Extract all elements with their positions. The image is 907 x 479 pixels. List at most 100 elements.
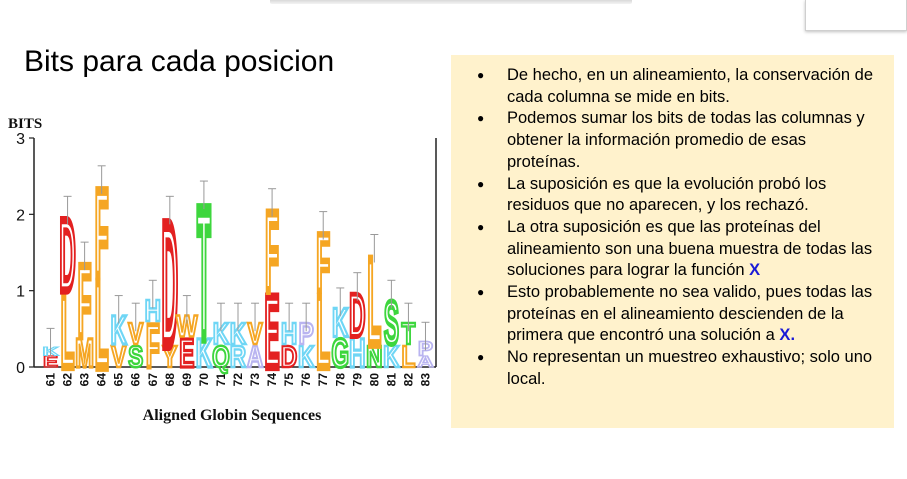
svg-text:F: F	[78, 244, 92, 359]
logo-letter: F	[263, 189, 281, 318]
bullet-item-1: De hecho, en un alineamiento, la conserv…	[477, 65, 880, 108]
x-tick-label: 64	[95, 373, 109, 387]
x-tick-label: 63	[78, 373, 92, 387]
window-top-edge	[270, 0, 632, 4]
y-tick-label: 1	[16, 284, 25, 301]
top-right-box	[805, 0, 907, 31]
svg-text:L: L	[367, 233, 381, 371]
logo-letter: K	[109, 306, 128, 354]
logo-letter: S	[127, 339, 144, 375]
svg-text:R: R	[230, 340, 246, 374]
x-tick-label: 82	[401, 373, 415, 387]
svg-text:E: E	[179, 330, 194, 376]
x-tick-label: 72	[231, 373, 245, 387]
x-tick-label: 80	[367, 373, 381, 387]
svg-text:N: N	[366, 340, 382, 374]
bullet-item-3: La suposición es que la evolución probó …	[477, 174, 880, 217]
x-tick-label: 71	[214, 373, 228, 387]
svg-text:F: F	[265, 191, 279, 316]
svg-text:T: T	[401, 317, 415, 351]
svg-text:K: K	[298, 340, 315, 374]
logo-letter: N	[365, 339, 384, 375]
bullet-item-4: La otra suposición es que las proteínas …	[477, 217, 880, 282]
y-tick-label: 0	[16, 360, 25, 377]
svg-text:K: K	[196, 330, 213, 376]
logo-letter: H	[144, 293, 163, 329]
logo-letter: Y	[161, 339, 178, 375]
svg-text:H: H	[145, 294, 161, 328]
logo-letter: L	[59, 273, 77, 391]
svg-text:A: A	[417, 354, 433, 371]
svg-text:F: F	[95, 164, 109, 302]
svg-text:D: D	[59, 198, 75, 313]
x-tick-label: 66	[129, 373, 143, 387]
svg-text:M: M	[75, 330, 94, 376]
logo-letter: F	[315, 215, 332, 310]
x-tick-label: 79	[350, 373, 364, 387]
svg-text:V: V	[247, 317, 262, 351]
svg-text:K: K	[230, 317, 247, 351]
svg-text:A: A	[247, 340, 263, 374]
logo-letter: F	[93, 162, 111, 304]
logo-letter: E	[42, 353, 59, 372]
svg-text:Q: Q	[212, 340, 230, 374]
sequence-logo: BITS Aligned Globin Sequences 0 1 2 3 61 62 63…	[0, 100, 445, 430]
logo-letter: K	[382, 339, 401, 375]
svg-text:D: D	[162, 188, 178, 381]
svg-text:K: K	[213, 317, 230, 351]
bullet-item-6: No representan un muestreo exhaustivo; s…	[477, 347, 880, 390]
x-tick-label: 65	[112, 373, 126, 387]
logo-letter: V	[246, 316, 263, 352]
logo-letter: L	[93, 254, 111, 396]
x-tick-label: 77	[316, 373, 330, 387]
x-tick-label: 78	[333, 373, 347, 387]
logo-letter: D	[159, 186, 180, 385]
x-tick-label: 75	[282, 373, 296, 387]
x-tick-label: 69	[180, 373, 194, 387]
logo-letter: F	[144, 310, 161, 382]
svg-text:L: L	[61, 275, 75, 390]
svg-text:S: S	[384, 288, 399, 357]
svg-text:F: F	[316, 217, 330, 308]
logo-letter: L	[400, 339, 416, 375]
svg-text:L: L	[95, 256, 109, 394]
logo-letter: K	[212, 316, 231, 352]
logo-letter: D	[280, 339, 299, 375]
svg-text:K: K	[110, 307, 127, 353]
svg-text:K: K	[332, 299, 349, 345]
sequence-logo-svg: BITS Aligned Globin Sequences 0 1 2 3 61 62 63…	[8, 116, 437, 424]
svg-text:V: V	[111, 340, 126, 374]
logo-letter: G	[330, 329, 350, 377]
slide-title: Bits para cada posicion	[24, 45, 335, 78]
logo-letter: H	[348, 329, 367, 377]
svg-text:S: S	[128, 340, 143, 374]
x-tick-label: 74	[265, 373, 279, 387]
logo-letter: V	[127, 316, 144, 352]
logo-letter: H	[280, 316, 299, 352]
highlight-x: X	[779, 326, 791, 345]
logo-letter: K	[229, 316, 248, 352]
logo-letter: D	[348, 279, 367, 351]
x-tick-label: 76	[299, 373, 313, 387]
svg-text:L: L	[401, 340, 415, 374]
logo-letter: A	[417, 353, 435, 372]
logo-letter: K	[297, 339, 316, 375]
bullet-item-5: Esto probablemente no sea valido, pues t…	[477, 282, 880, 347]
svg-text:E: E	[265, 275, 280, 390]
svg-text:Y: Y	[162, 340, 177, 374]
highlight-x: X	[749, 261, 761, 280]
svg-text:E: E	[43, 354, 58, 371]
logo-letter: K	[331, 298, 350, 346]
logo-letter: K	[194, 329, 213, 377]
x-tick-label: 73	[248, 373, 262, 387]
logo-ylabel: BITS	[8, 116, 42, 132]
logo-letter: L	[365, 231, 383, 373]
svg-text:H: H	[281, 317, 297, 351]
logo-xlabel: Aligned Globin Sequences	[143, 407, 322, 424]
logo-letter: T	[400, 316, 416, 352]
svg-text:F: F	[146, 311, 160, 380]
svg-text:D: D	[349, 281, 365, 350]
svg-text:G: G	[331, 330, 349, 376]
logo-letter: F	[76, 242, 94, 360]
